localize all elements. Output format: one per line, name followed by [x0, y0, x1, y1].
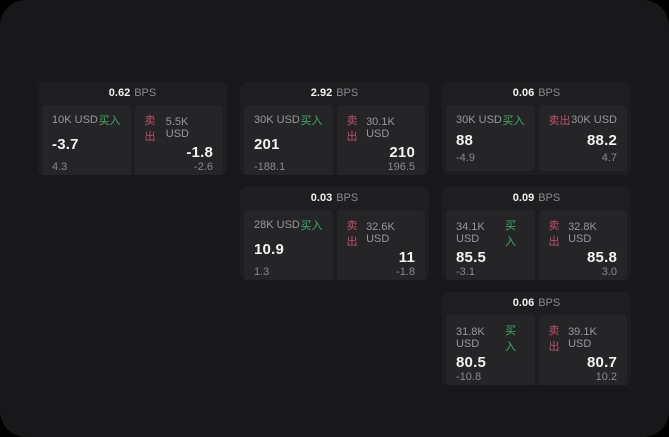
sell-panel[interactable]: 卖出 32.6K USD 11 -1.8 — [336, 210, 425, 280]
bps-header: 0.06 BPS — [442, 292, 631, 315]
bps-unit-label: BPS — [336, 87, 359, 99]
sell-side-label: 卖出 — [144, 115, 156, 143]
buy-amount: 28K USD — [254, 219, 300, 231]
buy-side-label: 买入 — [502, 115, 525, 127]
buy-price: 80.5 — [456, 354, 486, 371]
panels-row: 10K USD 买入 -3.7 4.3 卖出 5.5K USD -1.8 -2.… — [38, 105, 227, 175]
buy-sub-value: -188.1 — [254, 161, 286, 173]
buy-price: 201 — [254, 136, 280, 153]
buy-panel[interactable]: 28K USD 买入 10.9 1.3 — [244, 210, 333, 280]
panels-row: 28K USD 买入 10.9 1.3 卖出 32.6K USD 11 -1.8 — [240, 210, 429, 280]
buy-amount: 10K USD — [52, 114, 98, 126]
bps-value: 0.09 — [512, 192, 535, 204]
buy-side-label: 买入 — [300, 115, 323, 127]
sell-amount: 30K USD — [571, 114, 617, 126]
buy-sub-value: -10.8 — [456, 371, 482, 383]
panels-row: 30K USD 买入 201 -188.1 卖出 30.1K USD 210 1… — [240, 105, 429, 175]
buy-side-label: 买入 — [504, 220, 516, 248]
quote-card-1: 2.92 BPS 30K USD 买入 201 -188.1 卖出 30.1K … — [240, 82, 429, 175]
sell-panel[interactable]: 卖出 5.5K USD -1.8 -2.6 — [134, 105, 223, 175]
sell-price: 88.2 — [587, 131, 617, 149]
sell-amount: 32.6K USD — [366, 221, 395, 245]
bps-header: 0.06 BPS — [442, 82, 631, 105]
buy-panel[interactable]: 30K USD 买入 88 -4.9 — [446, 105, 535, 171]
bps-header: 0.09 BPS — [442, 187, 631, 210]
sell-sub-value: 10.2 — [595, 371, 617, 383]
bps-value: 0.06 — [512, 297, 535, 309]
buy-sub-value: -4.9 — [456, 152, 475, 164]
bps-value: 0.03 — [310, 192, 333, 204]
buy-sub-value: 4.3 — [52, 161, 68, 173]
sell-panel[interactable]: 卖出 30K USD 88.2 4.7 — [538, 105, 627, 171]
buy-side-label: 买入 — [504, 325, 516, 353]
buy-panel[interactable]: 34.1K USD 买入 85.5 -3.1 — [446, 210, 535, 280]
buy-amount: 31.8K USD — [456, 326, 485, 350]
sell-price: 85.8 — [587, 249, 617, 266]
panels-row: 31.8K USD 买入 80.5 -10.8 卖出 39.1K USD 80.… — [442, 315, 631, 385]
quote-card-2: 0.06 BPS 30K USD 买入 88 -4.9 卖出 30K USD — [442, 82, 631, 175]
sell-amount: 30.1K USD — [366, 116, 395, 140]
bps-unit-label: BPS — [336, 192, 359, 204]
sell-price: -1.8 — [186, 144, 213, 161]
buy-price: 85.5 — [456, 249, 486, 266]
panels-row: 30K USD 买入 88 -4.9 卖出 30K USD 88.2 4.7 — [442, 105, 631, 175]
quote-card-5: 0.06 BPS 31.8K USD 买入 80.5 -10.8 卖出 39.1… — [442, 292, 631, 385]
sell-sub-value: -1.8 — [396, 266, 415, 278]
bps-value: 0.06 — [512, 87, 535, 99]
sell-price: 11 — [398, 249, 415, 266]
buy-sub-value: 1.3 — [254, 266, 270, 278]
quote-card-0: 0.62 BPS 10K USD 买入 -3.7 4.3 卖出 5.5K USD — [38, 82, 227, 175]
buy-amount: 34.1K USD — [456, 221, 485, 245]
buy-panel[interactable]: 31.8K USD 买入 80.5 -10.8 — [446, 315, 535, 385]
bps-header: 2.92 BPS — [240, 82, 429, 105]
quote-card-3: 0.03 BPS 28K USD 买入 10.9 1.3 卖出 32.6K US… — [240, 187, 429, 280]
sell-amount: 32.8K USD — [568, 221, 597, 245]
sell-panel[interactable]: 卖出 30.1K USD 210 196.5 — [336, 105, 425, 175]
sell-sub-value: -2.6 — [194, 161, 213, 173]
sell-amount: 39.1K USD — [568, 326, 597, 350]
sell-sub-value: 4.7 — [601, 152, 617, 164]
buy-price: 10.9 — [254, 241, 284, 258]
sell-sub-value: 196.5 — [387, 161, 415, 173]
buy-price: -3.7 — [52, 136, 79, 153]
bps-unit-label: BPS — [134, 87, 157, 99]
buy-sub-value: -3.1 — [456, 266, 475, 278]
buy-panel[interactable]: 30K USD 买入 201 -188.1 — [244, 105, 333, 175]
bps-unit-label: BPS — [538, 192, 561, 204]
bps-value: 2.92 — [310, 87, 333, 99]
buy-side-label: 买入 — [98, 115, 121, 127]
bps-header: 0.03 BPS — [240, 187, 429, 210]
sell-panel[interactable]: 卖出 32.8K USD 85.8 3.0 — [538, 210, 627, 280]
sell-side-label: 卖出 — [346, 220, 358, 248]
sell-side-label: 卖出 — [548, 325, 560, 353]
bps-unit-label: BPS — [538, 297, 561, 309]
buy-amount: 30K USD — [456, 114, 502, 126]
sell-panel[interactable]: 卖出 39.1K USD 80.7 10.2 — [538, 315, 627, 385]
sell-sub-value: 3.0 — [601, 266, 617, 278]
sell-side-label: 卖出 — [346, 115, 358, 143]
bps-value: 0.62 — [108, 87, 131, 99]
sell-amount: 5.5K USD — [165, 116, 189, 140]
buy-side-label: 买入 — [300, 220, 323, 232]
buy-panel[interactable]: 10K USD 买入 -3.7 4.3 — [42, 105, 131, 175]
quotes-grid: 0.62 BPS 10K USD 买入 -3.7 4.3 卖出 5.5K USD — [38, 82, 631, 385]
sell-side-label: 卖出 — [548, 220, 560, 248]
buy-amount: 30K USD — [254, 114, 300, 126]
sell-side-label: 卖出 — [548, 115, 571, 127]
panels-row: 34.1K USD 买入 85.5 -3.1 卖出 32.8K USD 85.8… — [442, 210, 631, 280]
buy-price: 88 — [456, 131, 474, 149]
quote-card-4: 0.09 BPS 34.1K USD 买入 85.5 -3.1 卖出 32.8K… — [442, 187, 631, 280]
sell-price: 210 — [389, 144, 415, 161]
bps-header: 0.62 BPS — [38, 82, 227, 105]
sell-price: 80.7 — [587, 354, 617, 371]
bps-unit-label: BPS — [538, 87, 561, 99]
